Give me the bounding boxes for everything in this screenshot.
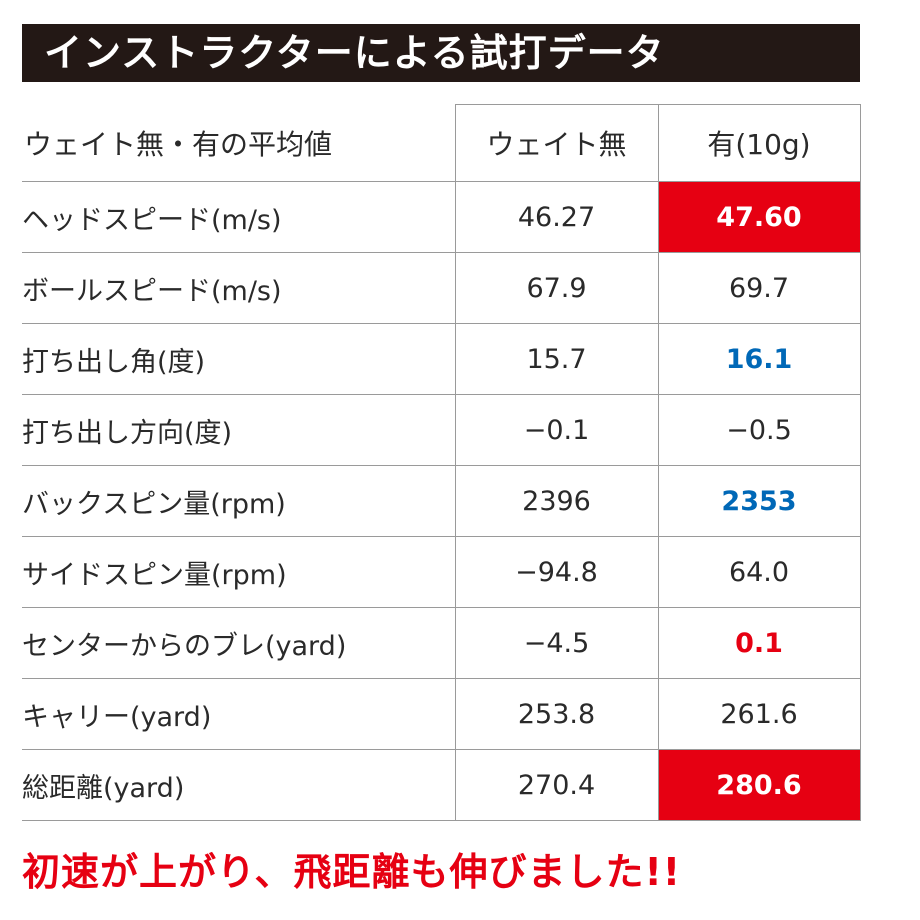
table-row: センターからのブレ(yard) −4.5 0.1	[22, 607, 861, 679]
table-row: 打ち出し角(度) 15.7 16.1	[22, 323, 861, 395]
row-label: センターからのブレ(yard)	[22, 607, 456, 679]
value-without-weight: 67.9	[454, 252, 659, 324]
row-label: ヘッドスピード(m/s)	[22, 181, 456, 253]
value-with-weight: 16.1	[657, 323, 861, 395]
table-row: ヘッドスピード(m/s) 46.27 47.60	[22, 181, 861, 253]
header-label: ウェイト無・有の平均値	[22, 104, 456, 182]
value-without-weight: −94.8	[454, 536, 659, 608]
row-label: 打ち出し角(度)	[22, 323, 456, 395]
value-with-weight: 280.6	[657, 749, 861, 821]
value-without-weight: −0.1	[454, 394, 659, 466]
value-with-weight: 47.60	[657, 181, 861, 253]
header-col-with-weight: 有(10g)	[657, 104, 861, 182]
table-row: 総距離(yard) 270.4 280.6	[22, 749, 861, 821]
row-label: サイドスピン量(rpm)	[22, 536, 456, 608]
page-title: インストラクターによる試打データ	[22, 24, 860, 82]
value-without-weight: 15.7	[454, 323, 659, 395]
value-with-weight: 2353	[657, 465, 861, 537]
value-without-weight: 253.8	[454, 678, 659, 750]
row-label: キャリー(yard)	[22, 678, 456, 750]
row-label: ボールスピード(m/s)	[22, 252, 456, 324]
summary-caption: 初速が上がり、飛距離も伸びました!!	[22, 850, 682, 894]
row-label: バックスピン量(rpm)	[22, 465, 456, 537]
value-with-weight: 0.1	[657, 607, 861, 679]
header-col-without-weight: ウェイト無	[454, 104, 659, 182]
value-with-weight: 69.7	[657, 252, 861, 324]
row-label: 総距離(yard)	[22, 749, 456, 821]
value-without-weight: 46.27	[454, 181, 659, 253]
table-row: キャリー(yard) 253.8 261.6	[22, 678, 861, 750]
table-row: 打ち出し方向(度) −0.1 −0.5	[22, 394, 861, 466]
value-without-weight: 2396	[454, 465, 659, 537]
value-with-weight: 261.6	[657, 678, 861, 750]
value-without-weight: 270.4	[454, 749, 659, 821]
row-label: 打ち出し方向(度)	[22, 394, 456, 466]
table-row: バックスピン量(rpm) 2396 2353	[22, 465, 861, 537]
table-header-row: ウェイト無・有の平均値 ウェイト無 有(10g)	[22, 104, 861, 182]
value-with-weight: 64.0	[657, 536, 861, 608]
table-row: ボールスピード(m/s) 67.9 69.7	[22, 252, 861, 324]
value-with-weight: −0.5	[657, 394, 861, 466]
trial-data-table: ウェイト無・有の平均値 ウェイト無 有(10g) ヘッドスピード(m/s) 46…	[22, 104, 861, 821]
value-without-weight: −4.5	[454, 607, 659, 679]
table-row: サイドスピン量(rpm) −94.8 64.0	[22, 536, 861, 608]
